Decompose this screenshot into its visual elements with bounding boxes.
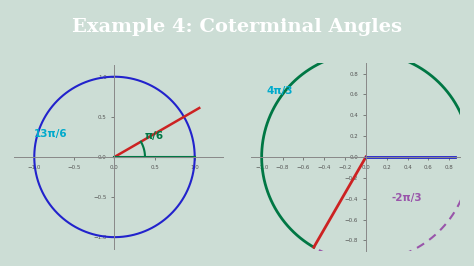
Text: 4π/3: 4π/3: [267, 86, 293, 96]
Text: 13π/6: 13π/6: [34, 129, 68, 139]
Text: -2π/3: -2π/3: [392, 193, 423, 203]
Text: π/6: π/6: [145, 131, 164, 141]
Text: Example 4: Coterminal Angles: Example 4: Coterminal Angles: [72, 18, 402, 36]
